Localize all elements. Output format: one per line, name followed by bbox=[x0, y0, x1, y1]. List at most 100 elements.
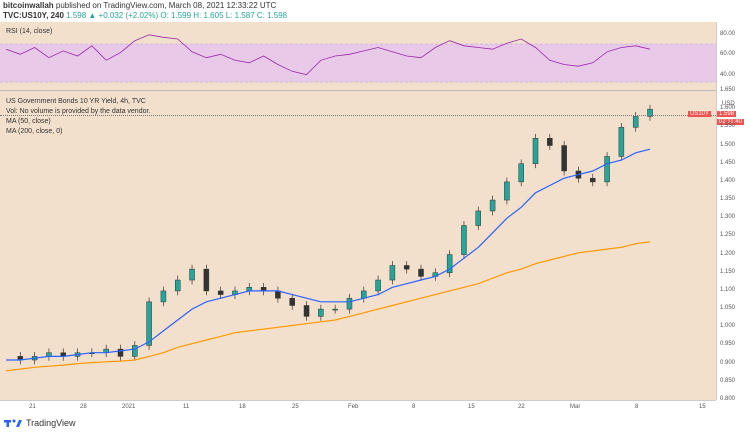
price-tick: 1.450 bbox=[720, 159, 736, 166]
rsi-svg bbox=[0, 34, 716, 83]
candle-body bbox=[504, 181, 510, 201]
rsi-band bbox=[0, 44, 716, 82]
symbol-info: TVC:US10Y, 240 1.598 ▲ +0.032 (+2.02%) O… bbox=[3, 11, 287, 20]
candle-body bbox=[275, 290, 281, 299]
candle-body bbox=[547, 138, 553, 146]
candle-body bbox=[590, 177, 596, 183]
price-tick: 1.350 bbox=[720, 196, 736, 203]
candle-body bbox=[189, 268, 195, 281]
rsi-tick-60: 60.00 bbox=[720, 51, 736, 57]
volume-note: Vol: No volume is provided by the data v… bbox=[6, 108, 151, 115]
candle-body bbox=[632, 116, 639, 128]
price-tag: 1.598 bbox=[717, 111, 737, 117]
price-tick: 1.250 bbox=[720, 232, 736, 239]
price-tick: 1.400 bbox=[720, 177, 736, 184]
tradingview-logo-icon bbox=[4, 419, 22, 427]
time-tick: Feb bbox=[348, 404, 359, 410]
price-tick: 1.000 bbox=[720, 323, 736, 330]
candle-body bbox=[160, 290, 167, 303]
time-tick: 28 bbox=[80, 404, 87, 410]
price-tick: 1.600 bbox=[720, 105, 736, 112]
publish-header: bitcoinwallah published on TradingView.c… bbox=[0, 0, 750, 22]
chart-plot-area[interactable]: RSI (14, close) US Government Bonds 10 Y… bbox=[0, 22, 716, 400]
publisher-name[interactable]: bitcoinwallah bbox=[3, 1, 54, 10]
price-tick: 1.500 bbox=[720, 141, 736, 148]
ma50-legend: MA (50, close) bbox=[6, 118, 51, 125]
ohlc-readout: 1.598 ▲ +0.032 (+2.02%) O: 1.599 H: 1.60… bbox=[66, 11, 288, 20]
brand-label: TradingView bbox=[26, 418, 76, 428]
time-tick: 8 bbox=[635, 404, 639, 410]
candle-body bbox=[461, 225, 467, 255]
rsi-tick-80: 80.00 bbox=[720, 31, 736, 37]
price-tick: 0.950 bbox=[720, 341, 736, 348]
candle-body bbox=[389, 265, 396, 281]
rsi-pane[interactable]: RSI (14, close) bbox=[0, 22, 716, 90]
candle-body bbox=[475, 210, 482, 226]
time-tick: 8 bbox=[412, 404, 416, 410]
candle-body bbox=[647, 108, 653, 117]
candle-body bbox=[403, 265, 410, 270]
candle-body bbox=[618, 127, 625, 157]
candle-body bbox=[203, 268, 210, 292]
symbol-label: TVC:US10Y, 240 bbox=[3, 11, 64, 20]
published-text: published on TradingView.com, March 08, … bbox=[55, 1, 277, 10]
price-chart-svg bbox=[5, 104, 653, 372]
price-tick: 1.050 bbox=[720, 305, 736, 312]
candle-body bbox=[332, 308, 338, 311]
candle-body bbox=[532, 138, 539, 164]
time-tick: Mar bbox=[570, 404, 581, 410]
candle-body bbox=[346, 297, 353, 310]
price-tick: 1.100 bbox=[720, 286, 736, 293]
time-tick: 22 bbox=[518, 404, 525, 410]
price-tick: 1.300 bbox=[720, 214, 736, 221]
candle-body bbox=[361, 290, 367, 299]
candle-body bbox=[174, 279, 181, 292]
candle-body bbox=[318, 308, 324, 317]
ma200-legend: MA (200, close, 0) bbox=[6, 128, 63, 135]
candle-body bbox=[146, 301, 152, 346]
candle-body bbox=[303, 305, 310, 317]
time-tick: 25 bbox=[292, 404, 299, 410]
price-tick: 1.650 bbox=[720, 87, 736, 93]
price-tick: 0.900 bbox=[720, 359, 736, 366]
candle-body bbox=[375, 279, 381, 292]
last-price-line bbox=[0, 115, 716, 116]
rsi-tick-40: 40.00 bbox=[720, 72, 736, 78]
time-tick: 11 bbox=[183, 404, 190, 410]
time-tick: 2021 bbox=[122, 404, 136, 410]
rsi-label: RSI (14, close) bbox=[6, 28, 53, 35]
timer-tag: 02:11:40 bbox=[717, 119, 744, 125]
time-tick: 18 bbox=[239, 404, 246, 410]
time-tick: 21 bbox=[29, 404, 36, 410]
candle-body bbox=[117, 348, 124, 357]
price-tick: 1.200 bbox=[720, 250, 736, 257]
candles-group bbox=[17, 104, 653, 365]
time-tick: 15 bbox=[468, 404, 475, 410]
price-tick: 1.150 bbox=[720, 268, 736, 275]
candle-body bbox=[418, 268, 424, 277]
candle-body bbox=[489, 199, 496, 212]
symbol-tag: US10Y bbox=[688, 111, 712, 117]
rsi-line bbox=[5, 34, 651, 76]
currency-label: USD bbox=[722, 101, 735, 107]
candle-body bbox=[561, 145, 567, 172]
candle-body bbox=[132, 345, 138, 357]
publish-info: bitcoinwallah published on TradingView.c… bbox=[3, 1, 276, 10]
chart-title: US Government Bonds 10 YR Yield, 4h, TVC bbox=[6, 98, 146, 105]
price-tick: 0.800 bbox=[720, 396, 736, 402]
pane-separator[interactable] bbox=[0, 90, 716, 91]
time-axis[interactable]: 21 28 2021 11 18 25 Feb 8 15 22 Mar 8 15 bbox=[0, 400, 716, 415]
time-tick: 15 bbox=[699, 404, 706, 410]
candle-body bbox=[604, 156, 610, 183]
price-tick: 1.550 bbox=[720, 123, 736, 130]
price-tick: 0.850 bbox=[720, 377, 736, 384]
candle-body bbox=[518, 163, 524, 183]
price-axis[interactable]: 80.00 60.00 40.00 USD 1.598 02:11:40 1.6… bbox=[716, 22, 750, 402]
candle-body bbox=[289, 297, 295, 306]
candle-body bbox=[446, 254, 453, 274]
candle-body bbox=[217, 290, 224, 295]
ma200-line bbox=[5, 241, 651, 372]
tradingview-brand[interactable]: TradingView bbox=[4, 418, 76, 428]
ma50-line bbox=[6, 148, 651, 361]
footer: TradingView bbox=[0, 414, 750, 434]
